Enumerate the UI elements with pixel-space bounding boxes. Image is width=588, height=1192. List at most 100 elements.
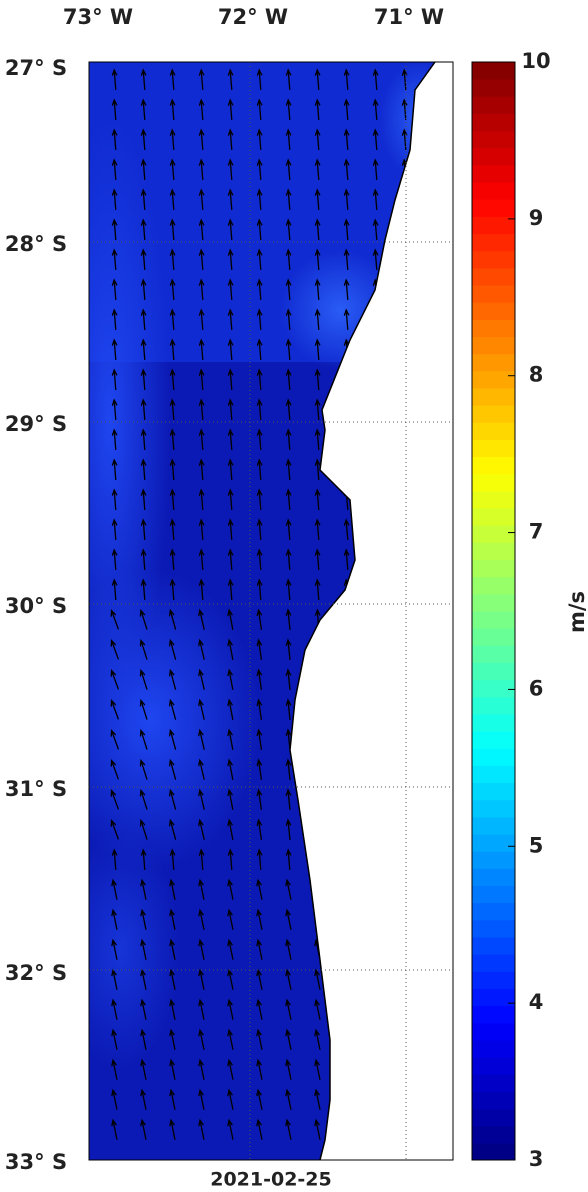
wind-arrow <box>168 608 177 630</box>
colorbar-band <box>472 885 515 904</box>
wind-arrow <box>140 518 147 541</box>
wind-arrow <box>314 158 321 181</box>
colorbar-band <box>472 1091 515 1110</box>
wind-arrow <box>168 788 177 810</box>
wind-arrow <box>169 338 176 361</box>
wind-arrow <box>110 609 120 630</box>
wind-arrow <box>111 98 118 121</box>
wind-arrow <box>169 1088 176 1110</box>
wind-arrow <box>343 248 350 271</box>
wind-arrow <box>140 1028 147 1050</box>
wind-arrow <box>256 398 263 421</box>
wind-arrow <box>110 669 120 690</box>
wind-arrow <box>139 608 148 630</box>
colorbar-band <box>472 816 515 835</box>
colorbar-band <box>472 542 515 561</box>
wind-arrow <box>168 728 177 750</box>
wind-arrow <box>198 998 205 1020</box>
wind-arrow <box>372 188 379 211</box>
wind-arrow <box>139 698 148 720</box>
wind-arrow <box>314 188 321 211</box>
wind-arrow <box>256 788 263 810</box>
wind-arrow <box>285 938 292 960</box>
wind-arrow <box>227 608 234 630</box>
wind-arrow <box>285 578 292 601</box>
colorbar-band <box>472 765 515 784</box>
lat-label: 27° S <box>5 56 67 80</box>
wind-arrow <box>314 578 321 601</box>
colorbar-band <box>472 988 515 1007</box>
lat-label: 31° S <box>5 777 67 801</box>
wind-arrow <box>227 98 234 121</box>
colorbar-band <box>472 593 515 612</box>
wind-arrow <box>372 158 379 181</box>
colorbar-band <box>472 679 515 698</box>
wind-arrow <box>285 158 292 181</box>
wind-arrow <box>198 638 205 660</box>
wind-arrow <box>256 1058 263 1080</box>
wind-arrow <box>285 908 292 930</box>
colorbar-band <box>472 525 515 543</box>
wind-arrow <box>169 428 176 451</box>
wind-arrow <box>168 668 177 690</box>
wind-arrow <box>285 488 292 511</box>
wind-arrow <box>314 488 321 511</box>
wind-arrow <box>285 668 292 691</box>
wind-arrow <box>198 908 205 930</box>
colorbar-band <box>472 216 515 235</box>
wind-arrow <box>285 128 292 151</box>
wind-arrow <box>140 908 147 930</box>
wind-arrow <box>169 578 176 601</box>
wind-arrow <box>256 608 263 630</box>
wind-arrow <box>227 668 234 690</box>
colorbar-band <box>472 971 515 989</box>
wind-arrow <box>285 758 292 781</box>
wind-arrow <box>169 158 176 181</box>
wind-arrow <box>256 848 263 871</box>
wind-arrow <box>256 1088 263 1110</box>
wind-arrow <box>314 1088 321 1110</box>
colorbar-band <box>472 267 515 286</box>
colorbar-band <box>472 1108 515 1127</box>
colorbar-tick-label: 3 <box>529 1147 544 1171</box>
wind-arrow <box>140 848 147 871</box>
wind-arrow <box>198 878 205 900</box>
wind-arrow <box>140 158 147 181</box>
wind-arrow <box>227 1118 234 1140</box>
wind-arrow <box>314 458 321 481</box>
wind-arrow <box>198 488 205 511</box>
wind-arrow <box>256 308 263 331</box>
wind-arrow <box>401 98 408 121</box>
wind-arrow <box>256 128 263 151</box>
colorbar-band <box>472 645 515 663</box>
wind-arrow <box>372 248 379 271</box>
wind-arrow <box>343 308 350 331</box>
colorbar-band <box>472 559 515 578</box>
wind-arrow <box>169 518 176 541</box>
wind-arrow <box>111 1058 118 1080</box>
wind-arrow <box>111 878 118 900</box>
wind-arrow <box>140 398 147 421</box>
wind-arrow <box>227 218 234 241</box>
wind-arrow <box>285 278 292 301</box>
wind-arrow <box>314 218 321 241</box>
colorbar-tick-label: 9 <box>529 206 544 230</box>
wind-arrow <box>256 728 263 750</box>
colorbar-band <box>472 1074 515 1092</box>
colorbar-band <box>472 748 515 766</box>
wind-arrow <box>198 818 205 840</box>
wind-arrow <box>256 998 263 1020</box>
wind-arrow <box>314 998 321 1020</box>
wind-arrow <box>227 128 234 151</box>
lat-label: 32° S <box>5 961 67 985</box>
wind-arrow <box>111 488 118 511</box>
wind-arrow <box>169 188 176 211</box>
colorbar-label: m/s <box>565 591 588 633</box>
wind-arrow <box>285 368 292 391</box>
wind-arrow <box>372 128 379 151</box>
wind-arrow <box>168 698 177 720</box>
wind-arrow <box>343 158 350 181</box>
wind-arrow <box>314 548 321 571</box>
wind-arrow <box>169 1058 176 1080</box>
wind-arrow <box>343 278 350 301</box>
